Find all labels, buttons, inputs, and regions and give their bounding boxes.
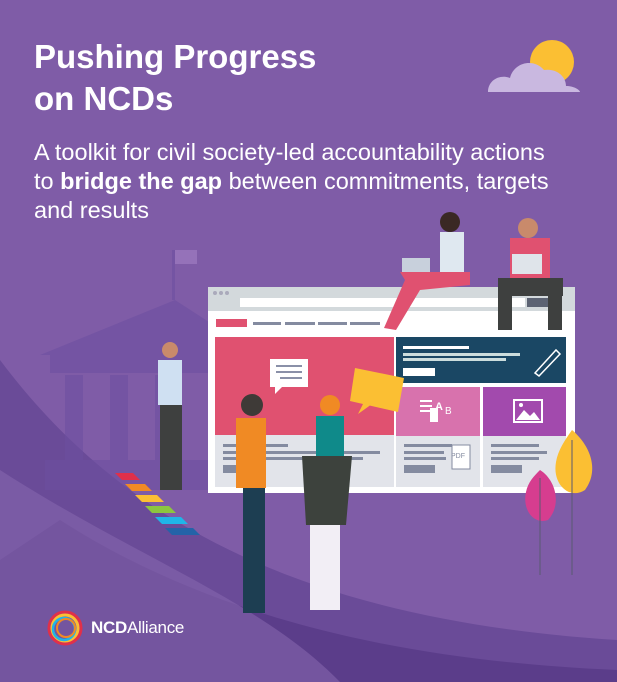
svg-text:PDF: PDF: [451, 453, 465, 460]
leaf-icon: [525, 470, 556, 575]
person-man-standing: [158, 342, 182, 490]
pen-icon: [533, 348, 562, 377]
logo-text-bold: NCD: [91, 618, 127, 637]
leaf-icon: [555, 430, 593, 575]
person-woman-orange: [236, 394, 266, 613]
svg-text:B: B: [445, 406, 452, 417]
subtitle: A toolkit for civil society-led accounta…: [34, 138, 554, 225]
subtitle-bold: bridge the gap: [60, 168, 223, 194]
person-man-laptop: [498, 218, 563, 330]
speech-bubble-icon: [270, 359, 308, 394]
speech-bubble-icon: [350, 368, 404, 414]
cloud-sun-icon: [488, 40, 580, 92]
title-line-1: Pushing Progress: [34, 38, 317, 75]
subtitle-text-end: between commitments, targets and results: [34, 168, 549, 223]
logo-text: NCDAlliance: [91, 618, 184, 638]
page-title: Pushing Progress on NCDs: [34, 36, 394, 120]
ncd-ring-icon: [47, 610, 83, 646]
subtitle-text: A toolkit for civil society-led accounta…: [34, 139, 545, 194]
person-woman-green: [302, 395, 352, 610]
ncd-alliance-logo: NCDAlliance: [45, 608, 184, 648]
title-line-2: on NCDs: [34, 80, 174, 117]
rainbow-steps: [115, 473, 200, 535]
light-curve: [0, 470, 340, 682]
image-icon: [513, 399, 543, 423]
logo-text-regular: Alliance: [126, 618, 185, 637]
svg-text:A: A: [435, 401, 443, 413]
person-woman-laptop: [384, 212, 470, 330]
pdf-download-icon: PDF: [451, 444, 471, 470]
